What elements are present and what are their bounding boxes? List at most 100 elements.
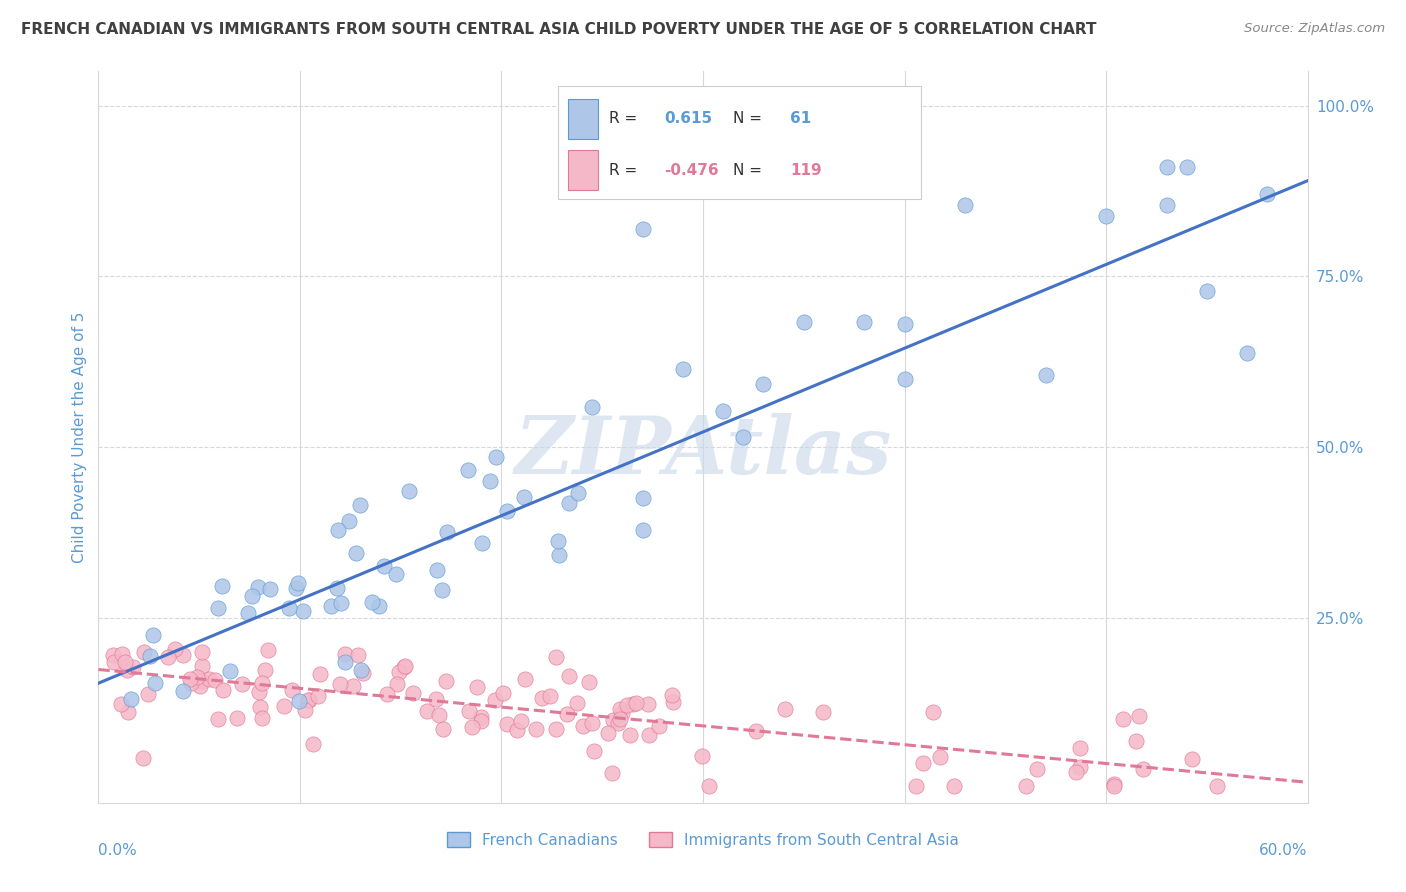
Point (1026, 762, 1049, 776)
Point (609, 712, 631, 726)
Point (638, 728, 661, 742)
Point (619, 728, 641, 742)
Point (373, 559, 395, 574)
Point (513, 490, 536, 504)
Point (156, 649, 179, 664)
Point (309, 667, 332, 681)
Point (287, 576, 309, 591)
Point (284, 581, 307, 595)
Text: Source: ZipAtlas.com: Source: ZipAtlas.com (1244, 22, 1385, 36)
Point (1069, 740, 1091, 755)
Point (479, 474, 502, 488)
Point (136, 687, 159, 701)
Point (606, 715, 628, 730)
Text: 61: 61 (790, 112, 811, 127)
Point (430, 582, 453, 597)
Point (180, 675, 202, 690)
Point (191, 674, 214, 689)
Point (538, 689, 561, 703)
Point (496, 716, 519, 731)
Point (1132, 763, 1154, 777)
Point (120, 691, 142, 706)
Text: R =: R = (609, 162, 641, 178)
Point (298, 693, 321, 707)
Point (546, 649, 568, 664)
Point (211, 682, 233, 697)
Point (172, 648, 194, 662)
Point (530, 690, 553, 705)
Point (631, 221, 654, 235)
Point (434, 673, 457, 688)
Point (103, 655, 125, 669)
Point (711, 404, 734, 418)
Point (360, 595, 382, 609)
Point (953, 198, 976, 212)
Point (219, 664, 242, 678)
Point (610, 706, 633, 720)
Point (368, 599, 391, 613)
Point (921, 706, 943, 720)
Point (416, 704, 439, 718)
Point (465, 680, 488, 694)
Point (186, 670, 208, 684)
Point (278, 601, 301, 615)
Point (1102, 779, 1125, 793)
Point (515, 672, 537, 686)
Point (1102, 777, 1125, 791)
Point (1128, 709, 1150, 723)
Point (342, 679, 364, 693)
Point (329, 596, 352, 610)
Point (425, 692, 447, 706)
Point (319, 599, 342, 613)
Point (624, 696, 647, 710)
Point (492, 686, 515, 700)
Text: ZIPAtlas: ZIPAtlas (515, 413, 891, 491)
Text: R =: R = (609, 112, 641, 127)
Point (911, 756, 934, 770)
Point (616, 698, 638, 713)
Point (240, 589, 263, 603)
Point (602, 766, 624, 780)
Point (122, 660, 145, 674)
Point (596, 725, 619, 739)
Legend: French Canadians, Immigrants from South Central Asia: French Canadians, Immigrants from South … (441, 825, 965, 854)
Point (111, 647, 134, 661)
Point (470, 710, 492, 724)
Point (744, 723, 766, 738)
Point (198, 672, 221, 686)
Point (470, 536, 492, 550)
Point (387, 677, 409, 691)
Point (250, 675, 273, 690)
Point (287, 694, 309, 708)
Point (647, 719, 669, 733)
Point (375, 687, 398, 701)
Text: FRENCH CANADIAN VS IMMIGRANTS FROM SOUTH CENTRAL ASIA CHILD POVERTY UNDER THE AG: FRENCH CANADIAN VS IMMIGRANTS FROM SOUTH… (21, 22, 1097, 37)
Point (352, 665, 374, 680)
Point (207, 712, 229, 726)
Point (302, 737, 325, 751)
Text: 60.0%: 60.0% (1260, 843, 1308, 858)
Point (145, 676, 167, 690)
Point (388, 665, 411, 680)
Point (333, 647, 356, 661)
Point (853, 315, 876, 329)
Point (350, 663, 373, 677)
Point (631, 491, 654, 506)
Point (1256, 186, 1278, 201)
Point (291, 604, 314, 618)
Point (524, 722, 547, 736)
Point (581, 400, 603, 414)
Point (1112, 712, 1135, 726)
Point (506, 723, 529, 737)
Point (567, 486, 589, 500)
Point (188, 679, 211, 693)
Point (131, 751, 153, 765)
Point (249, 700, 271, 714)
Point (326, 523, 349, 537)
Point (226, 711, 249, 725)
Point (436, 524, 458, 539)
Point (697, 779, 720, 793)
Point (344, 545, 367, 559)
Text: N =: N = (734, 162, 768, 178)
Point (662, 695, 685, 709)
